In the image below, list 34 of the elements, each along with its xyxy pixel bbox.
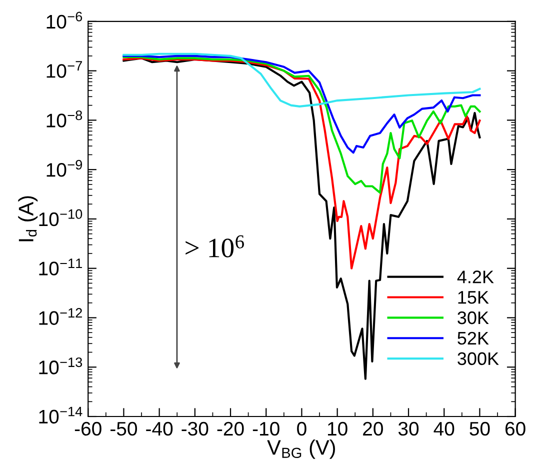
line-series: [122, 52, 481, 108]
x-tick-label: -30: [182, 422, 208, 436]
x-axis-title: V$_{BG}$ (V): [267, 439, 335, 459]
annotation: > 10$^{6}$: [186, 235, 244, 258]
legend-label: 300K: [458, 352, 499, 366]
x-tick-label: -50: [110, 422, 137, 436]
x-tick-label: 10: [328, 422, 348, 436]
y-tick-label: 10$^{−8}$: [46, 110, 82, 128]
x-tick-label: -40: [146, 422, 173, 436]
line-series: [122, 57, 481, 270]
legend-label: 52K: [458, 332, 489, 345]
x-tick-label: 50: [470, 422, 490, 436]
y-tick-label: 10$^{−9}$: [46, 160, 82, 177]
y-tick-label: 10$^{−6}$: [46, 12, 82, 29]
legend-label: 15K: [458, 291, 489, 304]
x-tick-label: 40: [434, 422, 454, 436]
x-tick-label: 20: [363, 422, 383, 436]
x-tick-label: 0: [297, 422, 306, 436]
y-tick-label: 10$^{−10}$: [39, 209, 82, 226]
legend-label: 4.2K: [457, 270, 494, 284]
line-series: [122, 54, 481, 154]
line-series: [122, 56, 481, 194]
legend-label: 30K: [458, 311, 489, 324]
y-tick-label: 10$^{−14}$: [39, 406, 82, 424]
y-tick-label: 10$^{−13}$: [39, 357, 82, 374]
y-tick-label: 10$^{−12}$: [39, 308, 82, 325]
x-tick-label: 30: [398, 422, 419, 436]
y-tick-label: 10$^{−11}$: [39, 258, 82, 276]
x-tick-label: -20: [217, 422, 244, 436]
x-tick-label: -60: [74, 422, 102, 436]
x-tick-label: 60: [505, 422, 526, 436]
y-tick-label: 10$^{−7}$: [46, 61, 82, 78]
x-tick-label: -10: [252, 422, 280, 436]
y-axis-title: I$_{d}$ (A): [18, 196, 38, 242]
